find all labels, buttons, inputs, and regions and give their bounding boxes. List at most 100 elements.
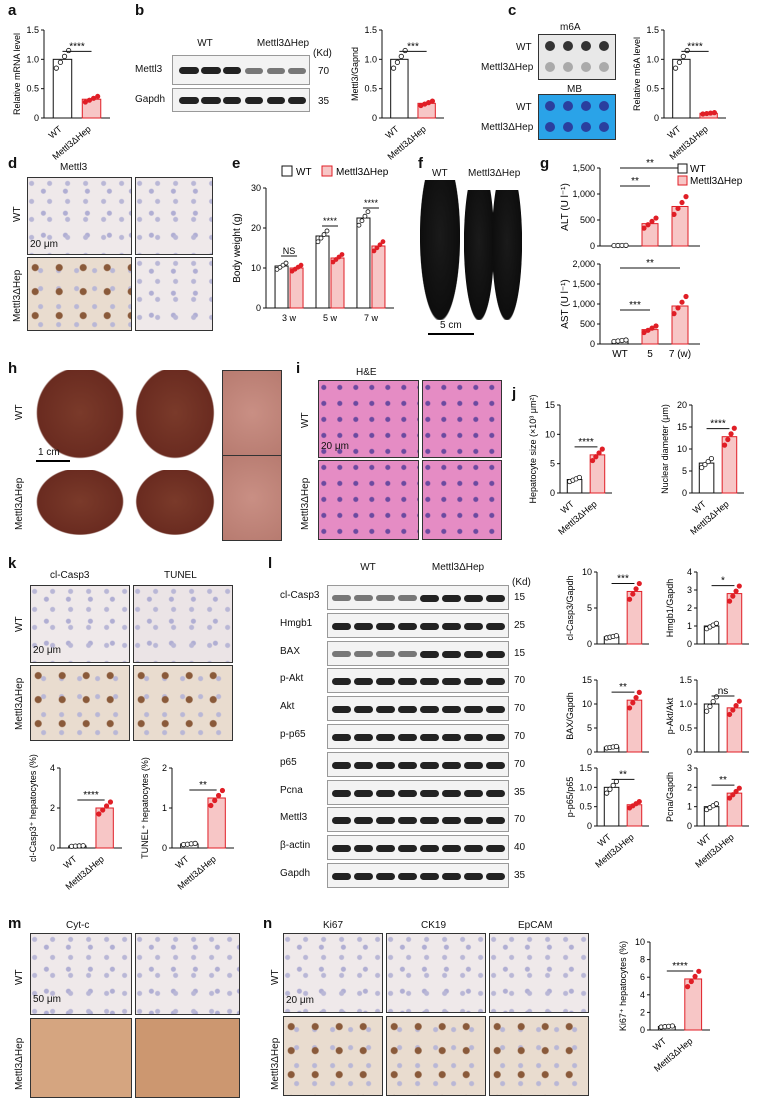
h-liver-ko-zoom [222,455,282,541]
e-point [298,262,304,268]
panel-label-j: j [512,385,517,402]
l-band [354,706,373,714]
chart-e: 0 10 20 30 3 w NS 5 w **** 7 w **** WT Mettl3ΔHep Bo… [232,165,394,323]
l-mw-label: 70 [514,758,526,770]
l-mw-label: 40 [514,842,526,854]
l-band [376,706,395,714]
j1-tick-label: 0 [550,488,555,498]
n-col-ki67: Ki67 [323,920,344,931]
k1-x-label: WT [61,854,79,871]
b-wt-label: WT [197,38,213,49]
j1-y-label: Hepatocyte size (×10³ μm²) [528,395,538,504]
l-band [420,817,439,825]
i-image-ko-zoom [422,460,502,540]
h-liver-ko-1 [30,470,130,540]
l-row-label: p-Akt [280,673,304,685]
l-band [486,650,505,658]
c-point [711,110,718,116]
a-point [61,53,68,60]
b-point [394,59,401,65]
l-row-label: Hmgb1 [280,617,313,629]
e-bar [356,217,371,309]
k-row-wt: WT [14,616,25,632]
panel-label-k: k [8,555,17,572]
l-band [398,678,417,686]
l4-y-label: p-p65/p65 [565,777,575,818]
l-blot-p-Akt [327,668,509,694]
l-band [376,622,395,630]
l-band [332,678,351,686]
l3-y-label: p-Akt/Akt [665,697,675,734]
l-mw-label: 35 [514,870,526,881]
f-scale-label: 5 cm [440,320,462,331]
m-title: Cyt-c [66,920,90,931]
l-band [486,873,505,880]
c-tick-label: 0.5 [646,84,659,94]
n-x-label: WT [651,1036,669,1053]
e-bar [289,267,304,309]
l-mw-label: 70 [514,814,526,826]
c-row-ko: Mettl3ΔHep [481,62,534,73]
l5-point [733,788,739,795]
l-kd-label: (Kd) [512,577,531,588]
l-band [398,817,417,825]
l2-tick-label: 15 [582,675,592,685]
n-bar-1 [684,978,703,1031]
l-mw-label: 35 [514,786,526,798]
l-band [354,678,373,686]
l4-point [604,790,610,796]
e-point [321,232,327,237]
e-tick-label: 10 [251,263,261,273]
l3-point [730,707,736,713]
g-alt-tick-label: 1,000 [572,189,595,199]
b-mw-35: 35 [318,96,330,107]
e-legend-wt-swatch [281,165,293,177]
k2-point [192,840,198,847]
l-row-label: Mettl3 [280,812,308,824]
j1-point [576,474,583,481]
k-scale-label: 20 μm [33,645,61,656]
j1-x-label: WT [559,499,577,516]
l-band [464,817,483,825]
g-legend-ko-swatch [677,175,688,186]
k1-tick-label: 2 [50,803,55,813]
l0-point [636,580,642,587]
l-band [420,761,439,769]
e-x-label: 7 w [364,313,379,323]
j2-x-label: WT [691,499,709,516]
k-image-tunel-ko [133,665,233,741]
m-scale-label: 50 μm [33,994,61,1005]
l-band [332,873,351,880]
l0-point [626,596,633,602]
l-band [420,622,439,630]
l4-sig: ** [619,769,627,780]
b-ko-label: Mettl3ΔHep [256,38,310,49]
g-sig: *** [629,300,641,311]
n-tick-label: 10 [635,937,645,947]
l3-point [736,698,742,704]
l-band [420,734,439,741]
n-y-label: Ki67⁺ hepatocytes (%) [618,941,628,1031]
l5-point [726,795,733,801]
l5-x-label: WT [696,832,714,849]
g-ast-point [679,299,685,305]
l-band [442,678,461,686]
l3-tick-label: 0 [687,747,692,757]
l-band [376,761,395,769]
a-point [82,99,88,105]
c-y-label: Relative m6A level [632,37,642,111]
l-mw-label: 15 [514,647,526,659]
m-image-ko-zoom [135,1018,240,1098]
l-band [464,873,483,880]
b-x-label: WT [383,124,401,141]
j2-point [731,425,737,431]
i-row-ko: Mettl3ΔHep [300,477,311,530]
m-image-ko [30,1018,132,1098]
n-tick-label: 0 [640,1025,645,1035]
j1-tick-label: 15 [545,400,555,410]
l-row-label: Gapdh [280,868,311,879]
l-band [464,734,483,741]
l-band [486,734,505,741]
e-tick-label: 20 [251,223,261,233]
